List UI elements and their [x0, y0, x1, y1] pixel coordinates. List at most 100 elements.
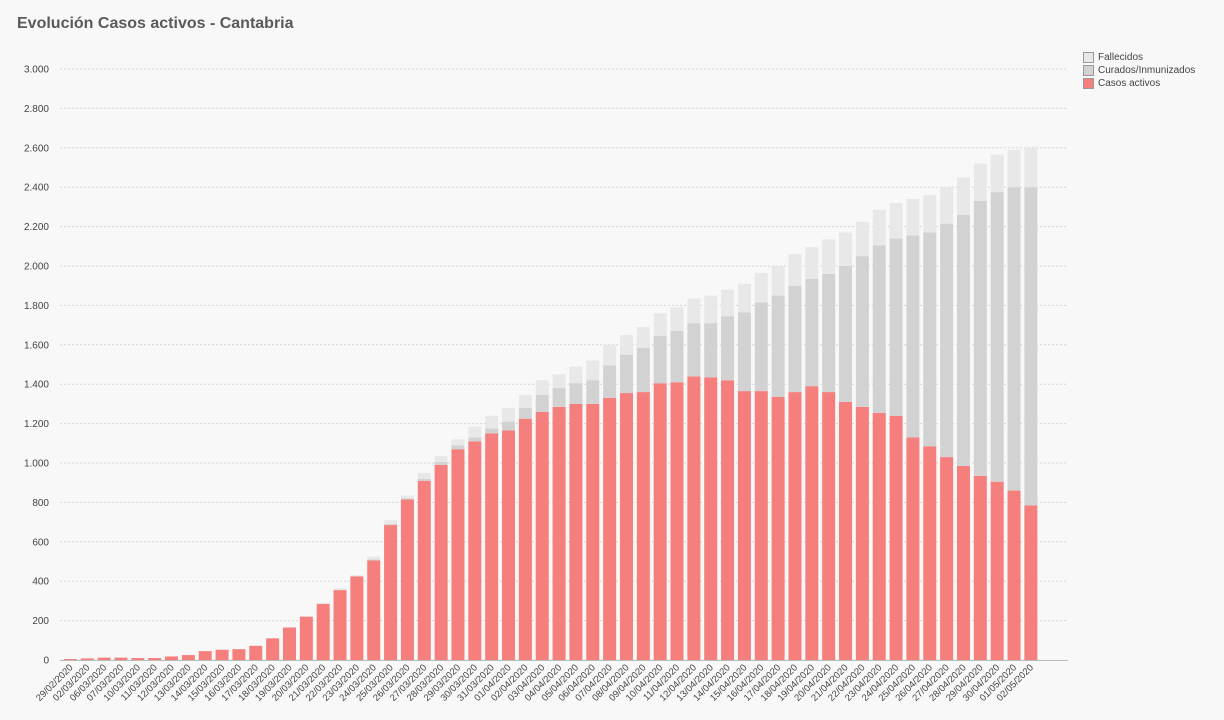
bar-fallecidos [586, 360, 600, 381]
bar-fallecidos [839, 232, 853, 266]
bar-fallecidos [754, 272, 768, 303]
bar-casos-activos [1007, 490, 1021, 660]
bar-fallecidos [805, 247, 819, 279]
bar-casos-activos [586, 403, 600, 660]
bar-curados [1007, 187, 1021, 491]
bar-curados [502, 421, 516, 431]
bar-curados [788, 285, 802, 393]
bar-casos-activos [266, 638, 280, 660]
bar-casos-activos [619, 393, 633, 660]
bar-curados [518, 407, 532, 419]
bar-curados [653, 335, 667, 384]
bar-fallecidos [940, 187, 954, 224]
bar-curados [451, 445, 465, 450]
bar-fallecidos [737, 283, 751, 313]
legend-label: Curados/Inmunizados [1098, 65, 1196, 76]
bar-fallecidos [906, 199, 920, 236]
bar-casos-activos [518, 418, 532, 660]
bar-casos-activos [434, 464, 448, 660]
bar-curados [771, 295, 785, 398]
legend-label: Fallecidos [1098, 52, 1144, 63]
bar-casos-activos [282, 627, 296, 660]
bar-casos-activos [232, 649, 246, 660]
bar-fallecidos [855, 221, 869, 257]
bar-casos-activos [181, 655, 195, 660]
bar-casos-activos [636, 392, 650, 660]
bar-curados [586, 380, 600, 404]
bar-curados [552, 388, 566, 407]
bar-casos-activos [148, 658, 162, 660]
bar-curados [434, 462, 448, 465]
bar-curados [417, 478, 431, 481]
bar-curados [603, 365, 617, 398]
bar-fallecidos [552, 374, 566, 389]
y-tick-label: 2.600 [24, 143, 49, 154]
bar-fallecidos [316, 602, 330, 604]
bar-curados [889, 238, 903, 416]
legend-item-casos-activos[interactable]: Casos activos [1083, 77, 1195, 90]
bar-casos-activos [384, 525, 398, 660]
bar-curados [1024, 187, 1038, 506]
bar-fallecidos [687, 298, 701, 324]
bar-fallecidos [451, 439, 465, 446]
bar-fallecidos [603, 344, 617, 366]
y-tick-label: 2.800 [24, 104, 49, 115]
legend-swatch-curados [1083, 65, 1094, 76]
bar-casos-activos [771, 397, 785, 660]
bar-curados [721, 316, 735, 381]
bar-curados [855, 256, 869, 407]
legend: Fallecidos Curados/Inmunizados Casos act… [1083, 51, 1195, 90]
bar-curados [872, 245, 886, 413]
legend-swatch-casos-activos [1083, 78, 1094, 89]
bar-casos-activos [80, 658, 94, 660]
bar-fallecidos [384, 520, 398, 525]
bar-casos-activos [215, 649, 229, 660]
bar-fallecidos [704, 295, 718, 324]
bar-curados [468, 437, 482, 442]
bar-casos-activos [889, 415, 903, 660]
bar-casos-activos [822, 392, 836, 660]
bar-casos-activos [114, 657, 128, 660]
bar-fallecidos [889, 202, 903, 239]
bar-casos-activos [165, 656, 179, 660]
legend-item-curados[interactable]: Curados/Inmunizados [1083, 64, 1195, 77]
bar-curados [956, 214, 970, 466]
bar-casos-activos [687, 376, 701, 660]
bar-curados [636, 347, 650, 393]
bar-curados [973, 200, 987, 476]
bar-curados [619, 354, 633, 394]
bar-curados [704, 323, 718, 378]
bar-casos-activos [569, 403, 583, 660]
bar-casos-activos [923, 446, 937, 660]
legend-item-fallecidos[interactable]: Fallecidos [1083, 51, 1195, 64]
bar-fallecidos [333, 588, 347, 591]
bar-casos-activos [839, 401, 853, 660]
bar-casos-activos [63, 659, 77, 660]
bar-casos-activos [417, 480, 431, 660]
y-tick-label: 800 [32, 498, 49, 509]
bar-fallecidos [569, 366, 583, 384]
bar-fallecidos [1007, 149, 1021, 188]
bar-curados [990, 192, 1004, 482]
y-tick-label: 2.200 [24, 222, 49, 233]
bar-casos-activos [198, 651, 212, 660]
bar-casos-activos [906, 437, 920, 660]
bar-fallecidos [923, 195, 937, 233]
y-tick-label: 2.000 [24, 262, 49, 273]
bar-curados [805, 278, 819, 387]
bar-fallecidos [872, 209, 886, 246]
bar-casos-activos [485, 433, 499, 660]
bar-fallecidos [822, 239, 836, 274]
bar-curados [367, 559, 381, 561]
y-tick-label: 2.400 [24, 183, 49, 194]
bar-curados [485, 428, 499, 434]
bar-curados [737, 312, 751, 392]
y-tick-label: 200 [32, 616, 49, 627]
bar-casos-activos [1024, 505, 1038, 660]
bar-fallecidos [518, 395, 532, 408]
legend-label: Casos activos [1098, 78, 1161, 89]
legend-swatch-fallecidos [1083, 52, 1094, 63]
bar-fallecidos [434, 456, 448, 463]
bar-casos-activos [956, 465, 970, 660]
